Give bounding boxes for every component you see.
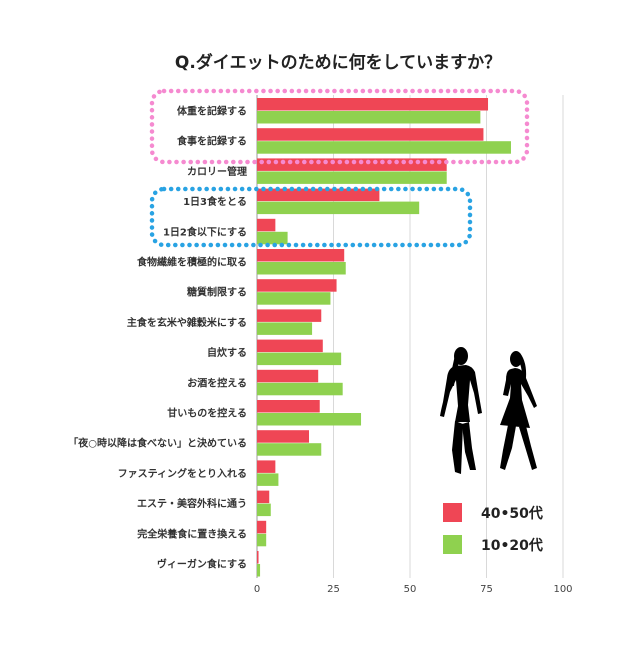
category-label: カロリー管理 [187,165,247,178]
bar-age40-50 [257,400,320,413]
category-label: エステ・美容外科に通う [137,497,247,510]
bar-age10-20 [257,473,279,486]
bar-age40-50 [257,339,323,353]
category-label: 主食を玄米や雑穀米にする [127,316,247,329]
category-label: 食物繊維を積極的に取る [136,256,247,269]
bar-age10-20 [257,141,511,154]
bar-age40-50 [257,430,310,443]
bar-age10-20 [257,382,343,396]
bar-age10-20 [257,533,267,547]
x-tick-label: 25 [327,584,340,595]
bars [257,98,511,577]
category-label: 「夜○時以降は食べない」と決めている [68,437,247,450]
highlight-box [149,88,530,165]
bar-age40-50 [257,279,337,292]
bar-age10-20 [257,262,346,275]
category-label: 1日3食をとる [183,195,247,208]
legend-label-10-20: 10•20代 [481,537,543,554]
bar-age40-50 [257,249,345,262]
category-label: ヴィーガン食にする [157,558,247,571]
bar-age40-50 [257,188,380,202]
highlight-boxes [149,88,530,248]
x-tick-label: 50 [404,584,417,595]
bar-age10-20 [257,322,313,335]
bar-age40-50 [257,490,270,504]
category-label: 糖質制限する [187,286,247,299]
category-label: お酒を控える [187,376,247,389]
bar-age10-20 [257,564,261,577]
x-tick-label: 75 [480,584,493,595]
woman-right-silhouette-icon [500,351,537,470]
woman-left-silhouette-icon [440,347,482,474]
legend-swatch-10-20 [443,535,462,554]
bar-age10-20 [257,503,271,517]
category-label: 食事を記録する [176,135,247,148]
category-label: 自炊する [207,346,247,359]
category-label: ファスティングをとり入れる [118,467,247,480]
bar-age10-20 [257,231,288,245]
category-label: 甘いものを控える [167,407,247,420]
bar-age10-20 [257,111,481,124]
legend-swatch-40-50 [443,503,462,522]
x-tick-label: 100 [553,584,572,595]
bar-age10-20 [257,352,342,366]
bar-age10-20 [257,413,362,426]
category-label: 1日2食以下にする [163,225,247,238]
bar-age40-50 [257,218,276,232]
category-label: 完全栄養食に置き換える [137,527,247,540]
bar-age10-20 [257,171,447,184]
legend-label-40-50: 40•50代 [481,505,543,522]
bar-age40-50 [257,309,322,322]
x-tick-label: 0 [254,584,260,595]
bar-age40-50 [257,128,484,141]
bar-age10-20 [257,201,420,215]
bar-age10-20 [257,292,331,305]
bar-age40-50 [257,460,276,473]
two-women-silhouette-icon [440,347,537,474]
bar-age40-50 [257,551,259,564]
bar-age40-50 [257,98,489,111]
chart-title: Q.ダイエットのために何をしていますか？ [175,52,501,73]
highlight-box [149,186,473,248]
x-axis-ticks: 0 25 50 75 100 [254,584,573,595]
bar-age40-50 [257,369,319,383]
bar-age10-20 [257,443,322,456]
legend: 40•50代 10•20代 [443,503,543,554]
category-label: 体重を記録する [177,105,247,118]
bar-age40-50 [257,520,267,534]
